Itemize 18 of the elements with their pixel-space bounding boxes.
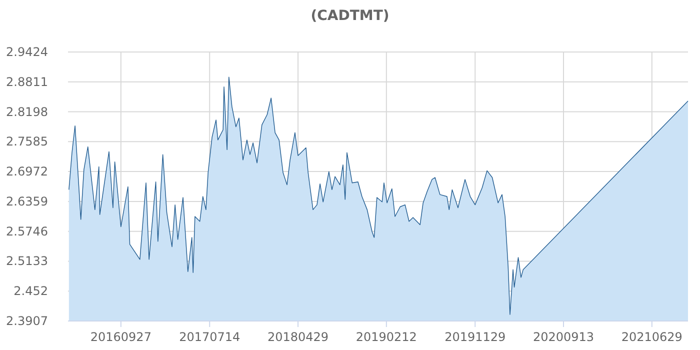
y-tick-label: 2.5746	[6, 224, 48, 238]
y-tick-label: 2.9424	[6, 45, 48, 59]
y-tick-label: 2.8811	[6, 74, 48, 89]
y-tick-label: 2.3907	[6, 314, 48, 328]
chart-title: (CADTMT)	[310, 8, 390, 24]
x-tick-label: 20200913	[532, 330, 594, 344]
x-tick-label: 20191129	[444, 330, 506, 344]
x-tick-label: 20180429	[267, 330, 329, 344]
y-tick-label: 2.8198	[6, 104, 48, 119]
x-tick-label: 20190212	[356, 330, 417, 344]
y-tick-label: 2.5133	[6, 254, 48, 268]
y-tick-label: 2.452	[14, 284, 48, 298]
y-tick-label: 2.6972	[6, 164, 48, 179]
x-tick-label: 20160927	[90, 330, 152, 344]
y-tick-label: 2.6359	[6, 194, 48, 208]
y-tick-label: 2.7585	[6, 134, 48, 149]
x-tick-label: 20210629	[621, 330, 682, 344]
x-tick-label: 20170714	[179, 330, 240, 344]
